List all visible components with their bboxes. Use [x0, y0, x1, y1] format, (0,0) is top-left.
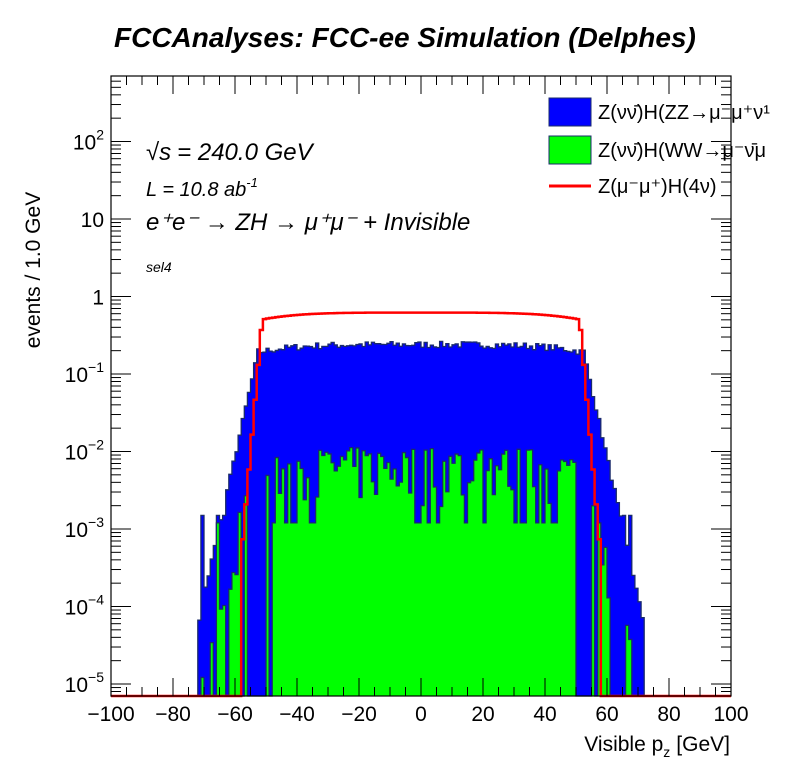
x-tick-label: −20	[341, 703, 377, 726]
sqrt-s-annotation: √s = 240.0 GeV	[146, 139, 315, 166]
series-2-histogram	[111, 447, 731, 697]
y-tick-label: 102	[73, 126, 104, 154]
x-tick-label: 20	[471, 703, 494, 726]
y-tick-label: 10−1	[65, 359, 105, 387]
legend: Z(νν̄)H(ZZ→μ⁻μ⁺ν¹ Z(νν̄)H(WW→μ⁻ν̄μ Z(μ⁻μ⁺)…	[548, 97, 770, 198]
legend-label: Z(νν̄)H(WW→μ⁻ν̄μ	[598, 140, 766, 162]
y-axis-label: events / 1.0 GeV	[22, 192, 45, 348]
annotations: √s = 240.0 GeV L = 10.8 ab-1 e⁺e⁻ → ZH → …	[146, 139, 470, 275]
y-tick-label: 10−5	[65, 669, 105, 697]
y-tick-label: 1	[92, 286, 104, 309]
series-layer	[111, 311, 731, 698]
y-tick-label: 10	[81, 209, 104, 232]
selection-annotation: sel4	[146, 259, 172, 275]
x-tick-label: 100	[713, 703, 748, 726]
x-axis: −100 −80 −60 −40 −20 0 20 40 60 80 100	[87, 76, 749, 726]
luminosity-annotation: L = 10.8 ab-1	[146, 175, 258, 201]
y-tick-label: 10−4	[65, 591, 105, 619]
legend-label: Z(νν̄)H(ZZ→μ⁻μ⁺ν¹	[598, 102, 770, 124]
legend-swatch	[548, 135, 592, 165]
y-axis: 10−5 10−4 10−3 10−2 10−1 1 10 102	[65, 75, 731, 697]
x-axis-label: Visible pz [GeV]	[584, 733, 730, 760]
x-tick-label: 0	[415, 703, 427, 726]
legend-label: Z(μ⁻μ⁺)H(4ν)	[598, 176, 717, 198]
y-tick-label: 10−3	[65, 514, 105, 542]
x-tick-label: −60	[217, 703, 253, 726]
x-tick-label: −100	[87, 703, 134, 726]
y-tick-label: 10−2	[65, 436, 105, 464]
x-tick-label: 80	[657, 703, 680, 726]
process-annotation: e⁺e⁻ → ZH → μ⁺μ⁻ + Invisible	[146, 209, 470, 236]
chart-title: FCCAnalyses: FCC-ee Simulation (Delphes)	[114, 22, 696, 53]
x-tick-label: 40	[533, 703, 556, 726]
legend-swatch	[548, 97, 592, 127]
x-tick-label: 60	[595, 703, 618, 726]
x-tick-label: −40	[279, 703, 315, 726]
series-3-line	[111, 311, 731, 698]
x-tick-label: −80	[155, 703, 191, 726]
